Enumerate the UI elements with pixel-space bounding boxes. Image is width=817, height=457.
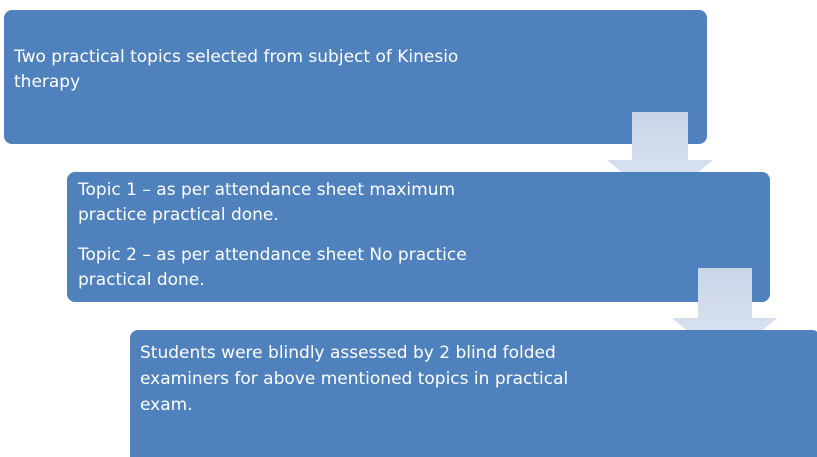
step-line: examiners for above mentioned topics in …	[140, 369, 568, 389]
step-box	[67, 172, 770, 302]
step-line: Topic 1 – as per attendance sheet maximu…	[77, 180, 455, 200]
step-line: practical done.	[78, 270, 205, 290]
step-line: therapy	[14, 72, 80, 92]
step-line: practice practical done.	[78, 205, 279, 225]
step-line: Topic 2 – as per attendance sheet No pra…	[77, 245, 467, 265]
step-line: exam.	[140, 395, 193, 415]
step-line: Two practical topics selected from subje…	[13, 47, 458, 67]
step-line: Students were blindly assessed by 2 blin…	[140, 343, 556, 363]
step-box	[4, 10, 707, 144]
step-box	[130, 330, 817, 457]
